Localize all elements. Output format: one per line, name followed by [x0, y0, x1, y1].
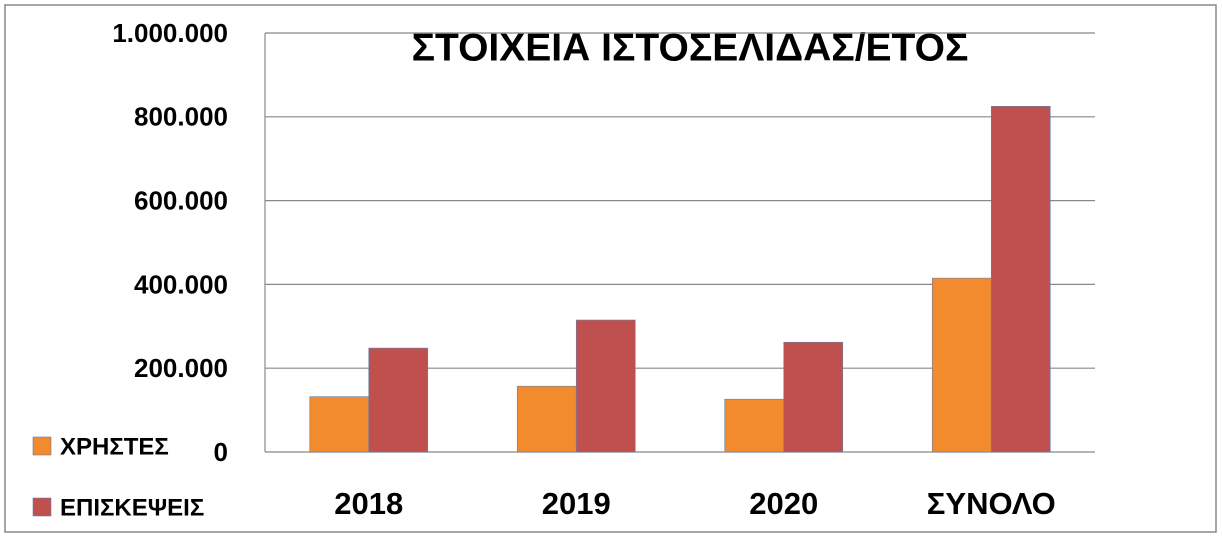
y-tick-label: 0: [214, 437, 228, 467]
legend-swatch: [32, 497, 52, 517]
x-tick-label: 2018: [334, 486, 403, 521]
x-tick-label: 2020: [749, 486, 818, 521]
bar: [516, 385, 577, 453]
bar: [309, 396, 370, 453]
y-tick-label: 800.000: [134, 102, 228, 132]
y-tick-label: 400.000: [134, 269, 228, 299]
y-tick-label: 1.000.000: [112, 18, 228, 48]
y-tick-label: 200.000: [134, 353, 228, 383]
bar: [575, 319, 636, 453]
legend-swatch: [32, 436, 52, 456]
bar: [783, 341, 844, 453]
x-tick-label: ΣΥΝΟΛΟ: [927, 486, 1056, 521]
bar: [368, 347, 429, 453]
bar: [990, 106, 1051, 453]
x-tick-label: 2019: [542, 486, 611, 521]
bar: [931, 277, 992, 453]
legend-label: ΕΠΙΣΚΕΨΕΙΣ: [60, 494, 204, 521]
legend-label: ΧΡΗΣΤΕΣ: [60, 433, 169, 460]
bar: [724, 398, 785, 453]
y-tick-label: 600.000: [134, 185, 228, 215]
